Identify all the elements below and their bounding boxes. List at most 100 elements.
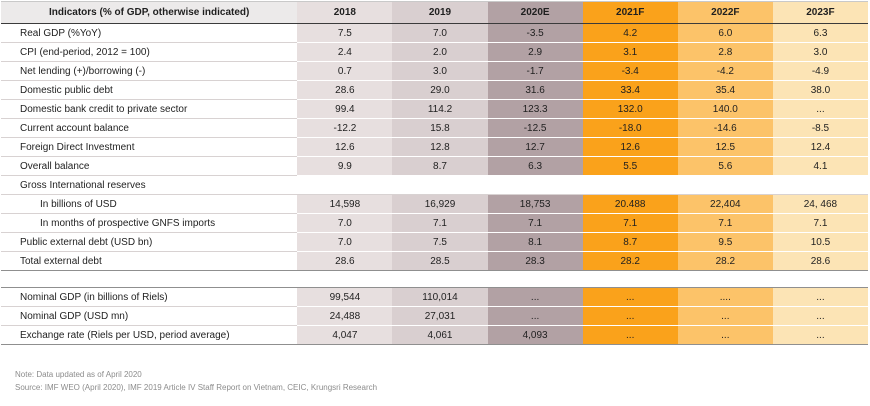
value-cell: 4.2 bbox=[582, 23, 678, 43]
table-row: Net lending (+)/borrowing (-) 0.7 3.0 -1.7-… bbox=[1, 61, 868, 81]
row-label: Exchange rate (Riels per USD, period ave… bbox=[1, 325, 298, 345]
value-cell: ... bbox=[582, 287, 678, 307]
value-cell: -12.5 bbox=[487, 118, 583, 138]
value-cell: 28.3 bbox=[487, 251, 583, 271]
value-cell: 8.1 bbox=[487, 232, 583, 252]
value-cell: 4,061 bbox=[392, 325, 488, 345]
value-cell: 28.6 bbox=[297, 80, 393, 100]
value-cell: 28.2 bbox=[582, 251, 678, 271]
year-header-2022f: 2022F bbox=[677, 1, 773, 24]
value-cell: -14.6 bbox=[677, 118, 773, 138]
value-cell: 24,488 bbox=[297, 306, 393, 326]
value-cell: -4.9 bbox=[772, 61, 868, 81]
value-cell: 3.0 bbox=[772, 42, 868, 62]
value-cell: 16,929 bbox=[392, 194, 488, 214]
value-cell: 6.0 bbox=[677, 23, 773, 43]
indicators-header-cell: Indicators (% of GDP, otherwise indicate… bbox=[1, 1, 298, 24]
value-cell: 110,014 bbox=[392, 287, 488, 307]
value-cell: 27,031 bbox=[392, 306, 488, 326]
value-cell: 7.1 bbox=[487, 213, 583, 233]
value-cell: 28.2 bbox=[677, 251, 773, 271]
row-label: Domestic public debt bbox=[1, 80, 298, 100]
year-header-2020e: 2020E bbox=[487, 1, 583, 24]
value-cell: 12.5 bbox=[677, 137, 773, 157]
value-cell: 18,753 bbox=[487, 194, 583, 214]
row-label: Overall balance bbox=[1, 156, 298, 176]
value-cell: 3.1 bbox=[582, 42, 678, 62]
table-row: Overall balance 9.9 8.7 6.3 5.5 5.6 4.1 bbox=[1, 156, 868, 176]
value-cell: 28.6 bbox=[772, 251, 868, 271]
value-cell bbox=[772, 175, 868, 195]
row-label: CPI (end-period, 2012 = 100) bbox=[1, 42, 298, 62]
indicators-table: Indicators (% of GDP, otherwise indicate… bbox=[1, 1, 868, 271]
row-label: In billions of USD bbox=[1, 194, 298, 214]
value-cell: 2.0 bbox=[392, 42, 488, 62]
row-label: Public external debt (USD bn) bbox=[1, 232, 298, 252]
table-row: In billions of USD 14,598 16,929 18,753 20.4… bbox=[1, 194, 868, 214]
value-cell: 9.9 bbox=[297, 156, 393, 176]
table-row: Domestic bank credit to private sector 99… bbox=[1, 99, 868, 119]
value-cell: ... bbox=[677, 325, 773, 345]
value-cell: 99,544 bbox=[297, 287, 393, 307]
value-cell: -12.2 bbox=[297, 118, 393, 138]
table-row: CPI (end-period, 2012 = 100) 2.4 2.0 2.9 3.1… bbox=[1, 42, 868, 62]
value-cell: 6.3 bbox=[487, 156, 583, 176]
value-cell: 10.5 bbox=[772, 232, 868, 252]
year-header-2018: 2018 bbox=[297, 1, 393, 24]
value-cell bbox=[677, 175, 773, 195]
value-cell: 114.2 bbox=[392, 99, 488, 119]
row-label: Total external debt bbox=[1, 251, 298, 271]
value-cell bbox=[487, 175, 583, 195]
table-row: Gross International reserves bbox=[1, 175, 868, 195]
row-label: Domestic bank credit to private sector bbox=[1, 99, 298, 119]
table-row: Public external debt (USD bn) 7.0 7.5 8.1 8.… bbox=[1, 232, 868, 252]
row-label: Nominal GDP (USD mn) bbox=[1, 306, 298, 326]
value-cell: 38.0 bbox=[772, 80, 868, 100]
value-cell: 22,404 bbox=[677, 194, 773, 214]
value-cell: 33.4 bbox=[582, 80, 678, 100]
value-cell: 4,047 bbox=[297, 325, 393, 345]
value-cell: 31.6 bbox=[487, 80, 583, 100]
value-cell: 99.4 bbox=[297, 99, 393, 119]
value-cell bbox=[582, 175, 678, 195]
value-cell: -8.5 bbox=[772, 118, 868, 138]
value-cell: 12.6 bbox=[297, 137, 393, 157]
value-cell: 12.8 bbox=[392, 137, 488, 157]
note-text: Note: Data updated as of April 2020 bbox=[15, 370, 142, 379]
value-cell: 12.6 bbox=[582, 137, 678, 157]
table-row: Total external debt 28.6 28.5 28.3 28.2 28.2 2… bbox=[1, 251, 868, 271]
nominal-gdp-table: Nominal GDP (in billions of Riels) 99,544… bbox=[1, 287, 868, 345]
row-label: Foreign Direct Investment bbox=[1, 137, 298, 157]
value-cell: 8.7 bbox=[582, 232, 678, 252]
row-label: Current account balance bbox=[1, 118, 298, 138]
value-cell: 7.1 bbox=[582, 213, 678, 233]
value-cell: ... bbox=[487, 306, 583, 326]
value-cell: 29.0 bbox=[392, 80, 488, 100]
value-cell: 6.3 bbox=[772, 23, 868, 43]
value-cell: -4.2 bbox=[677, 61, 773, 81]
table-row: Nominal GDP (USD mn) 24,488 27,031........… bbox=[1, 306, 868, 326]
value-cell: ... bbox=[772, 99, 868, 119]
value-cell: 7.0 bbox=[297, 213, 393, 233]
value-cell: 7.0 bbox=[392, 23, 488, 43]
value-cell: 4.1 bbox=[772, 156, 868, 176]
value-cell: -18.0 bbox=[582, 118, 678, 138]
footnotes: Note: Data updated as of April 2020 Sour… bbox=[1, 369, 869, 395]
economic-indicators-report: Indicators (% of GDP, otherwise indicate… bbox=[1, 1, 869, 395]
value-cell: 28.6 bbox=[297, 251, 393, 271]
value-cell: 15.8 bbox=[392, 118, 488, 138]
header-row: Indicators (% of GDP, otherwise indicate… bbox=[1, 1, 868, 24]
table-row: Current account balance -12.2 15.8 -12.5 -18… bbox=[1, 118, 868, 138]
value-cell: 7.5 bbox=[297, 23, 393, 43]
value-cell: 8.7 bbox=[392, 156, 488, 176]
value-cell: 7.1 bbox=[392, 213, 488, 233]
value-cell: 132.0 bbox=[582, 99, 678, 119]
value-cell bbox=[392, 175, 488, 195]
value-cell: 3.0 bbox=[392, 61, 488, 81]
value-cell: ... bbox=[772, 287, 868, 307]
source-text: Source: IMF WEO (April 2020), IMF 2019 A… bbox=[15, 382, 378, 392]
value-cell: ... bbox=[677, 306, 773, 326]
value-cell: ... bbox=[487, 287, 583, 307]
table-row: Real GDP (%YoY) 7.5 7.0 -3.5 4.2 6.0 6.3 bbox=[1, 23, 868, 43]
row-label: Net lending (+)/borrowing (-) bbox=[1, 61, 298, 81]
